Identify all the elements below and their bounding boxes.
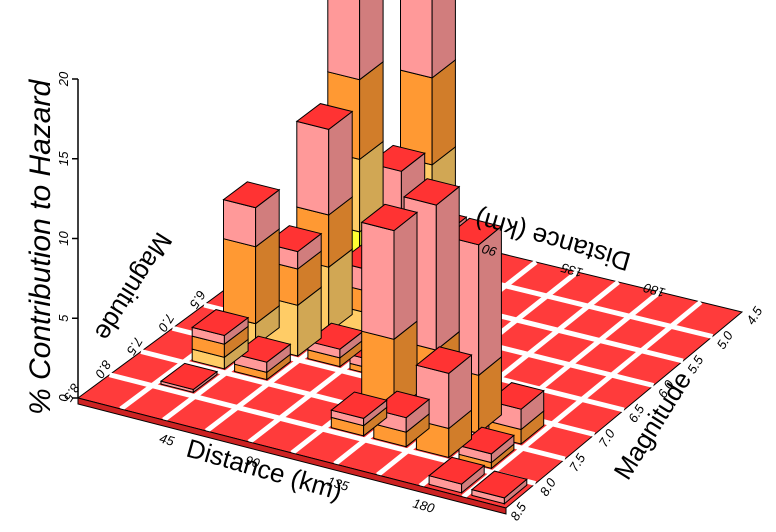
- y-tick-label: 10: [56, 231, 71, 246]
- bar-top: [222, 181, 281, 209]
- y-tick-label: 5: [56, 314, 71, 322]
- bar-top: [470, 470, 528, 499]
- bar-top: [233, 335, 292, 363]
- bar-top: [445, 217, 503, 246]
- bar-top: [191, 309, 250, 337]
- vertical-axis: 0 5 10 15 20: [56, 71, 79, 402]
- bar-top: [372, 390, 431, 419]
- x-tick-label: 135: [326, 473, 352, 494]
- x-tick-label: 90: [243, 452, 262, 471]
- bar: [428, 456, 486, 494]
- x-tick-label: 45: [158, 430, 177, 449]
- bar: [360, 203, 419, 413]
- bar-segment: [361, 221, 395, 340]
- bar-segment-side: [359, 0, 384, 81]
- x-tick-label-back: 135: [559, 260, 585, 281]
- z-tick-label: 4.5: [743, 303, 766, 327]
- y-tick-label: 15: [56, 151, 71, 166]
- bar-segment: [400, 0, 433, 79]
- bar-segment: [223, 238, 257, 325]
- y-tick-label: 20: [56, 71, 71, 87]
- bar-segment-side: [393, 211, 418, 341]
- bar-top: [360, 203, 419, 232]
- bar-segment: [296, 120, 330, 216]
- bar-top: [295, 103, 354, 130]
- bar: [330, 391, 388, 437]
- y-axis-title: % Contribution to Hazard: [24, 79, 57, 415]
- bar-segment-side: [431, 0, 456, 79]
- x-tick-label: 180: [411, 495, 437, 516]
- bar-top: [428, 456, 486, 485]
- bar-top: [402, 178, 461, 206]
- bar-top: [330, 391, 388, 419]
- bar: [372, 390, 431, 448]
- bar: [233, 335, 292, 381]
- bars: [159, 0, 545, 505]
- bar-top: [159, 362, 219, 391]
- bar-top: [457, 426, 515, 455]
- x-tick-label-back: 90: [480, 241, 499, 260]
- bar: [470, 470, 528, 505]
- bar: [159, 362, 219, 394]
- bar-segment-side: [435, 185, 460, 352]
- floor-edge: [77, 397, 507, 515]
- bar-top: [415, 346, 473, 374]
- x-tick-label-back: 180: [641, 280, 667, 301]
- y-tick-label: 0: [56, 394, 71, 402]
- bar-segment: [327, 0, 361, 81]
- bar-top: [487, 382, 545, 410]
- bar: [191, 309, 250, 370]
